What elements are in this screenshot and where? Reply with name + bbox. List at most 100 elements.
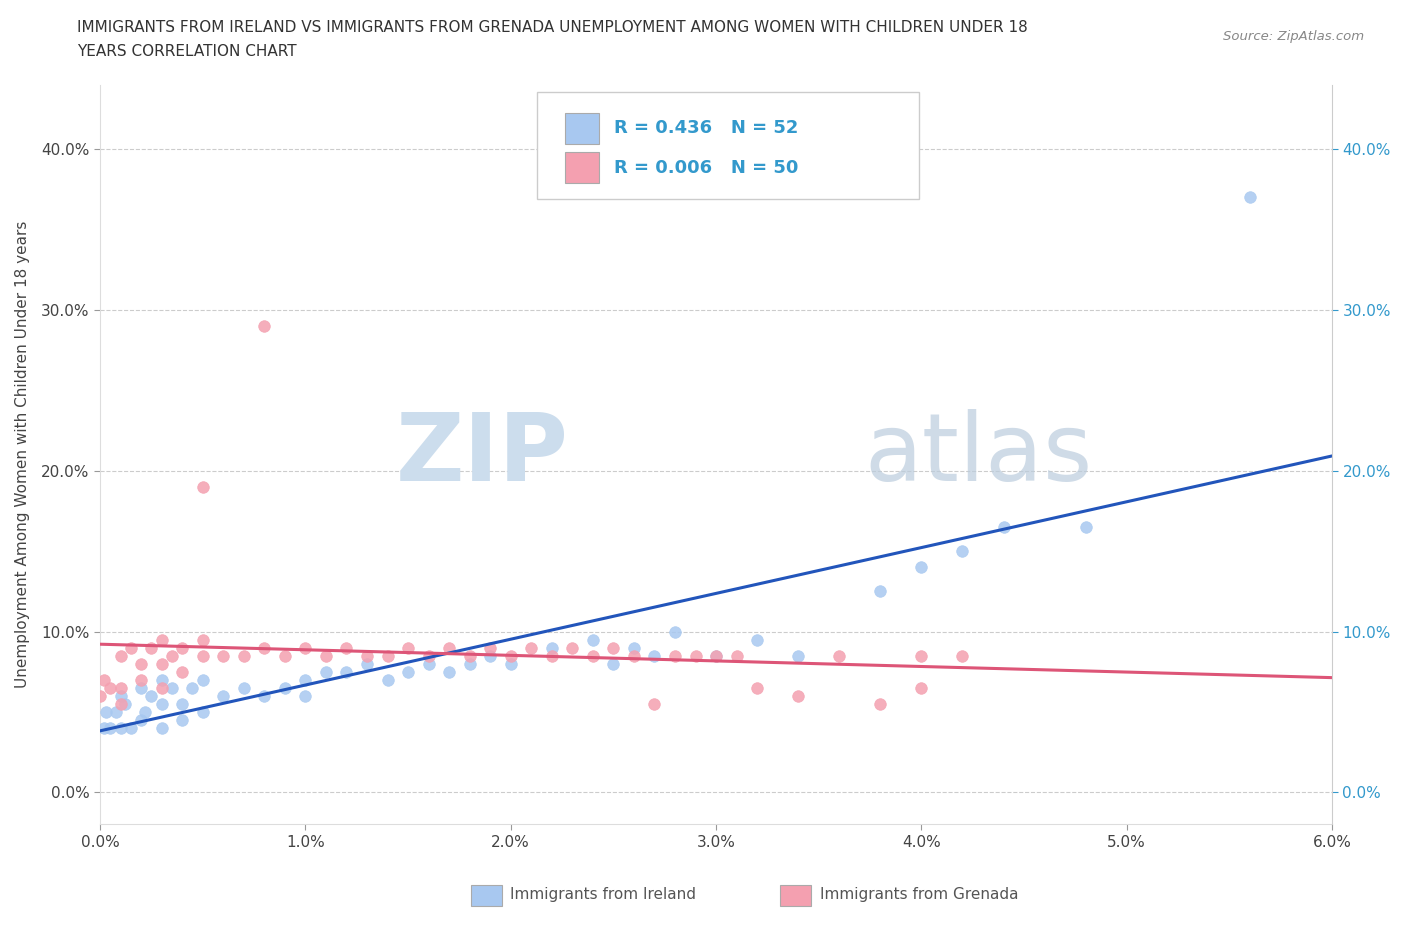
Point <box>274 681 297 696</box>
Point <box>129 681 152 696</box>
Point <box>150 672 173 687</box>
Point <box>499 657 522 671</box>
FancyBboxPatch shape <box>565 153 599 183</box>
Point <box>172 640 194 655</box>
Point <box>150 632 173 647</box>
Point <box>181 681 204 696</box>
Point <box>315 664 337 679</box>
Point <box>437 664 460 679</box>
Point <box>93 721 115 736</box>
Point <box>129 712 152 727</box>
Point <box>172 697 194 711</box>
Point <box>582 632 605 647</box>
Point <box>160 648 183 663</box>
Point <box>952 544 974 559</box>
Point <box>172 712 194 727</box>
Point <box>745 681 768 696</box>
Point <box>1074 520 1097 535</box>
FancyBboxPatch shape <box>565 113 599 144</box>
Point <box>869 584 891 599</box>
Point <box>910 560 932 575</box>
Text: atlas: atlas <box>863 408 1092 500</box>
Point <box>150 721 173 736</box>
Point <box>105 705 128 720</box>
Point <box>993 520 1015 535</box>
Point <box>685 648 707 663</box>
Point <box>110 648 132 663</box>
Point <box>479 648 502 663</box>
Point <box>418 657 440 671</box>
Point <box>294 672 316 687</box>
Point <box>335 640 357 655</box>
Point <box>191 672 214 687</box>
Point <box>253 319 276 334</box>
Point <box>499 648 522 663</box>
Point <box>274 648 297 663</box>
Point <box>377 648 399 663</box>
Point <box>120 721 142 736</box>
Point <box>602 657 624 671</box>
Point <box>294 640 316 655</box>
Point <box>141 640 163 655</box>
Point <box>89 688 111 703</box>
Point <box>232 681 254 696</box>
Point <box>520 640 543 655</box>
Point <box>141 688 163 703</box>
Point <box>643 648 665 663</box>
Point <box>129 657 152 671</box>
Point <box>787 688 810 703</box>
Point <box>664 624 686 639</box>
Point <box>232 648 254 663</box>
Point <box>479 640 502 655</box>
Point <box>356 648 378 663</box>
Point <box>418 648 440 663</box>
Point <box>437 640 460 655</box>
Point <box>745 632 768 647</box>
Point <box>458 648 481 663</box>
Point <box>253 688 276 703</box>
Point <box>664 648 686 663</box>
Point <box>114 697 136 711</box>
Text: YEARS CORRELATION CHART: YEARS CORRELATION CHART <box>77 44 297 59</box>
Point <box>704 648 727 663</box>
Point <box>704 648 727 663</box>
Point <box>212 648 235 663</box>
Point <box>828 648 851 663</box>
Point <box>212 688 235 703</box>
Point <box>377 672 399 687</box>
FancyBboxPatch shape <box>537 92 920 199</box>
Text: R = 0.436   N = 52: R = 0.436 N = 52 <box>614 119 799 138</box>
Point <box>191 479 214 494</box>
Point <box>1239 190 1261 205</box>
Point <box>869 697 891 711</box>
Text: IMMIGRANTS FROM IRELAND VS IMMIGRANTS FROM GRENADA UNEMPLOYMENT AMONG WOMEN WITH: IMMIGRANTS FROM IRELAND VS IMMIGRANTS FR… <box>77 20 1028 35</box>
Point <box>294 688 316 703</box>
Point <box>110 688 132 703</box>
Point <box>150 697 173 711</box>
Point <box>191 648 214 663</box>
Point <box>253 640 276 655</box>
Point <box>110 721 132 736</box>
Point <box>93 672 115 687</box>
Point <box>356 657 378 671</box>
Point <box>623 648 645 663</box>
Point <box>540 648 562 663</box>
Y-axis label: Unemployment Among Women with Children Under 18 years: Unemployment Among Women with Children U… <box>15 221 30 688</box>
Point <box>396 664 419 679</box>
Text: R = 0.006   N = 50: R = 0.006 N = 50 <box>614 159 799 177</box>
Text: Immigrants from Grenada: Immigrants from Grenada <box>820 887 1018 902</box>
Point <box>582 648 605 663</box>
Point <box>191 705 214 720</box>
Point <box>335 664 357 679</box>
Point <box>910 648 932 663</box>
Point <box>602 640 624 655</box>
Point <box>910 681 932 696</box>
Point <box>458 657 481 671</box>
Point <box>96 705 118 720</box>
Point <box>129 672 152 687</box>
Point <box>120 640 142 655</box>
Point <box>787 648 810 663</box>
Point <box>98 721 121 736</box>
Point <box>561 640 583 655</box>
Point <box>315 648 337 663</box>
